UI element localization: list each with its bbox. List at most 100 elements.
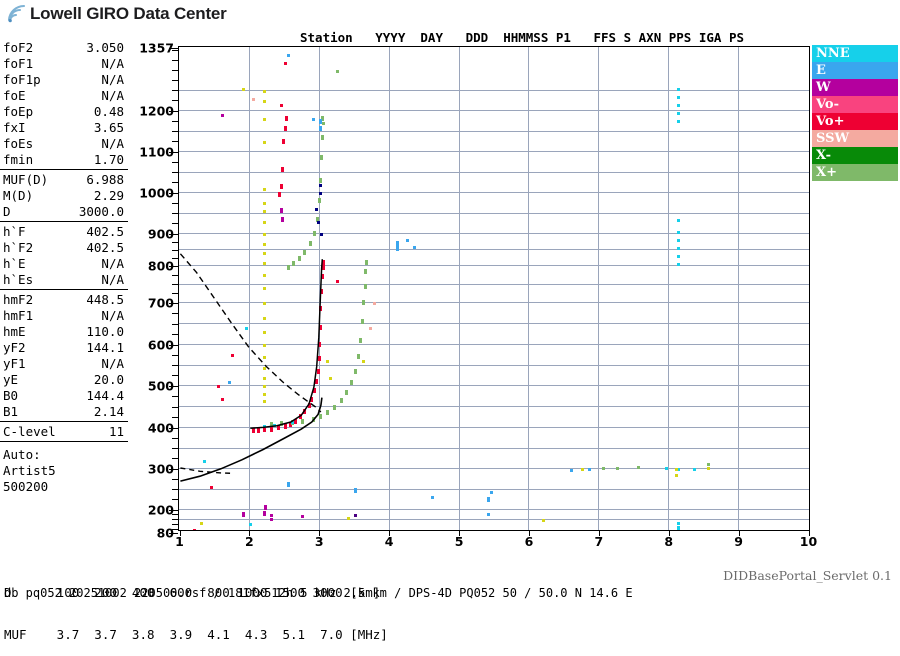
data-point <box>301 515 305 519</box>
data-point <box>252 428 256 432</box>
param-value: 1.70 <box>93 152 124 167</box>
param-value: 3.050 <box>86 40 124 55</box>
gridline-horizontal <box>179 385 809 386</box>
param-value: 3000.0 <box>78 204 124 219</box>
data-point <box>676 218 680 222</box>
param-key: B1 <box>3 404 19 419</box>
x-axis-tick-label: 8 <box>664 534 674 549</box>
data-point <box>346 517 350 521</box>
data-point <box>336 279 340 283</box>
data-point <box>360 318 364 322</box>
data-point <box>269 429 273 432</box>
data-point <box>303 249 307 253</box>
muf-dashed-curve <box>180 467 232 474</box>
data-point <box>353 368 357 372</box>
data-point <box>369 327 373 331</box>
param-row-hmf1: hmF1 N/A <box>0 308 128 324</box>
legend-item-ssw[interactable]: SSW <box>812 130 898 147</box>
data-point <box>319 177 323 181</box>
param-key: foE <box>3 88 26 103</box>
legend-item-w[interactable]: W <box>812 79 898 96</box>
legend-item-vo[interactable]: Vo+ <box>812 113 898 130</box>
data-point <box>299 417 303 420</box>
param-row-fof2: foF2 3.050 <box>0 40 128 56</box>
gridline-horizontal-minor <box>179 364 809 366</box>
y-axis-tick-label: 700 <box>147 295 174 310</box>
data-point <box>294 418 298 422</box>
ionogram-plot[interactable] <box>169 46 810 536</box>
y-axis-tick-label: 400 <box>147 420 174 435</box>
data-point <box>587 468 591 471</box>
data-point <box>318 325 322 329</box>
data-point <box>486 499 490 502</box>
legend-item-e[interactable]: E <box>812 62 898 79</box>
data-point <box>318 414 322 418</box>
data-point <box>676 112 680 116</box>
data-point <box>294 421 298 424</box>
gridline-horizontal-minor <box>179 212 809 214</box>
data-point <box>321 119 325 122</box>
data-point <box>285 116 289 120</box>
data-point <box>287 265 291 268</box>
data-point <box>269 421 273 425</box>
param-key: h`Es <box>3 272 34 287</box>
data-point <box>321 265 325 268</box>
data-point <box>320 233 324 236</box>
data-point <box>264 507 268 510</box>
data-point <box>290 420 294 424</box>
data-point <box>311 118 315 122</box>
data-point <box>676 120 680 124</box>
data-point <box>313 391 317 394</box>
param-group-1: MUF(D) 6.988 M(D) 2.29 D 3000.0 <box>0 172 128 222</box>
data-point <box>287 53 291 57</box>
param-row-b1: B1 2.14 <box>0 404 128 420</box>
legend-item-x[interactable]: X+ <box>812 164 898 181</box>
param-key: D <box>3 204 11 219</box>
servlet-version: DIDBasePortal_Servlet 0.1 <box>723 568 892 583</box>
data-point <box>321 116 325 120</box>
data-point <box>318 201 322 204</box>
gridline-vertical <box>598 47 600 530</box>
data-point <box>332 405 336 409</box>
data-point <box>310 399 314 402</box>
data-point <box>231 354 235 358</box>
y-axis-tick-label: 1100 <box>139 144 174 159</box>
data-point <box>676 526 680 530</box>
gridline-horizontal <box>179 302 809 303</box>
data-point <box>676 103 680 107</box>
data-point <box>321 260 325 264</box>
param-value: N/A <box>101 272 124 287</box>
param-row-hmf2: hmF2 448.5 <box>0 292 128 308</box>
param-value: N/A <box>101 88 124 103</box>
data-point <box>217 385 221 388</box>
data-point <box>706 463 710 467</box>
param-row-he: h`E N/A <box>0 256 128 272</box>
gridline-horizontal-minor <box>179 283 809 285</box>
data-point <box>316 220 320 224</box>
data-point <box>360 321 364 324</box>
data-point <box>320 277 324 280</box>
legend-item-x[interactable]: X- <box>812 147 898 164</box>
data-point <box>676 263 680 267</box>
data-point <box>320 137 324 140</box>
gridline-horizontal-minor <box>179 447 809 449</box>
data-point <box>282 138 286 142</box>
param-key: foF2 <box>3 40 34 55</box>
data-point <box>279 208 283 212</box>
gridline-horizontal-minor <box>179 89 809 91</box>
data-point <box>318 417 322 420</box>
muf-distance-table: D 100 200 400 600 800 1000 1500 3000 [km… <box>4 558 388 656</box>
data-point <box>353 487 357 491</box>
data-point <box>301 422 305 425</box>
data-point <box>676 230 680 234</box>
data-point <box>262 187 266 191</box>
legend-item-vo[interactable]: Vo- <box>812 96 898 113</box>
data-point <box>364 263 368 266</box>
param-key: MUF(D) <box>3 172 49 187</box>
y-axis-tick-label: 300 <box>147 461 174 476</box>
legend-item-nne[interactable]: NNE <box>812 45 898 62</box>
gridline-horizontal <box>179 151 809 152</box>
gridline-horizontal <box>179 509 809 510</box>
data-point <box>279 211 283 214</box>
y-axis-tick-label: 800 <box>147 258 174 273</box>
